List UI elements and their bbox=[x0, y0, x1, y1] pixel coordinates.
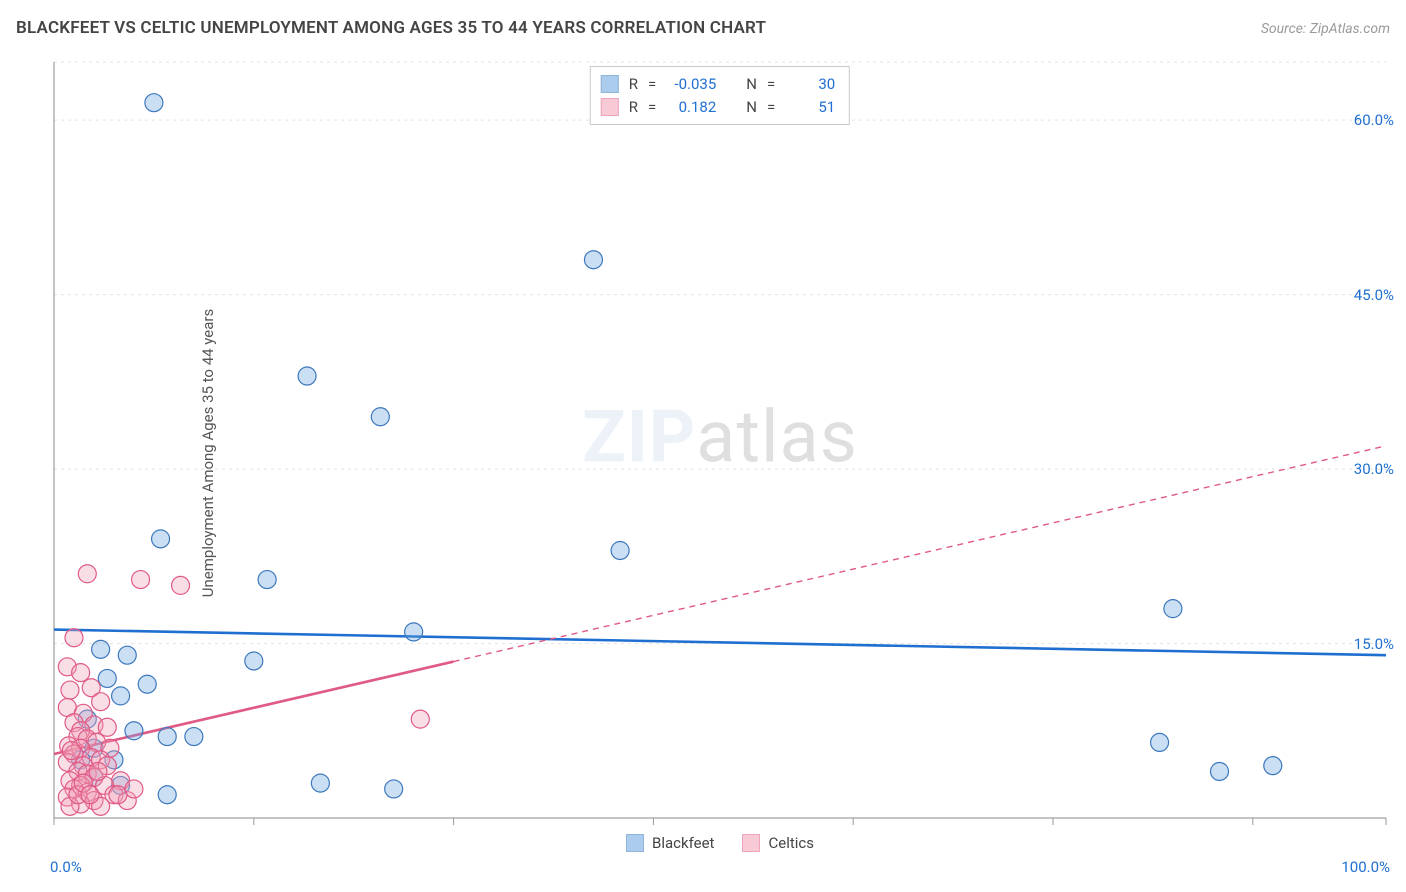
series-legend-item: Celtics bbox=[742, 834, 814, 852]
series-name: Blackfeet bbox=[652, 834, 714, 852]
x-axis-min-label: 0.0% bbox=[50, 858, 82, 876]
y-tick-label: 45.0% bbox=[1354, 286, 1394, 304]
stat-eq: = bbox=[767, 96, 775, 119]
source-prefix: Source: bbox=[1261, 21, 1310, 37]
stat-r-label: R bbox=[629, 96, 638, 119]
series-name: Celtics bbox=[768, 834, 814, 852]
stat-eq: = bbox=[767, 73, 775, 96]
series-legend: Blackfeet Celtics bbox=[626, 834, 814, 852]
chart-title: BLACKFEET VS CELTIC UNEMPLOYMENT AMONG A… bbox=[16, 18, 766, 38]
legend-swatch bbox=[742, 834, 760, 852]
source-attribution: Source: ZipAtlas.com bbox=[1261, 21, 1390, 37]
stat-n-label: N bbox=[746, 96, 757, 119]
x-axis-max-label: 100.0% bbox=[1341, 858, 1390, 876]
legend-swatch bbox=[626, 834, 644, 852]
legend-swatch bbox=[601, 75, 619, 93]
stat-r-value: -0.035 bbox=[666, 73, 716, 96]
source-name: ZipAtlas.com bbox=[1310, 21, 1390, 37]
y-tick-label: 60.0% bbox=[1354, 111, 1394, 129]
series-legend-item: Blackfeet bbox=[626, 834, 714, 852]
stats-legend: R = -0.035 N = 30 R = 0.182 N = 51 bbox=[590, 66, 850, 125]
stat-eq: = bbox=[648, 73, 656, 96]
stats-row: R = -0.035 N = 30 bbox=[601, 73, 835, 96]
scatter-plot: Unemployment Among Ages 35 to 44 years Z… bbox=[50, 58, 1390, 848]
chart-canvas bbox=[50, 58, 1390, 848]
legend-swatch bbox=[601, 98, 619, 116]
stat-r-value: 0.182 bbox=[666, 96, 716, 119]
stat-n-value: 30 bbox=[785, 73, 835, 96]
y-tick-label: 30.0% bbox=[1354, 460, 1394, 478]
stats-row: R = 0.182 N = 51 bbox=[601, 96, 835, 119]
stat-r-label: R bbox=[629, 73, 638, 96]
y-tick-label: 15.0% bbox=[1354, 635, 1394, 653]
stat-eq: = bbox=[648, 96, 656, 119]
stat-n-value: 51 bbox=[785, 96, 835, 119]
stat-n-label: N bbox=[746, 73, 757, 96]
